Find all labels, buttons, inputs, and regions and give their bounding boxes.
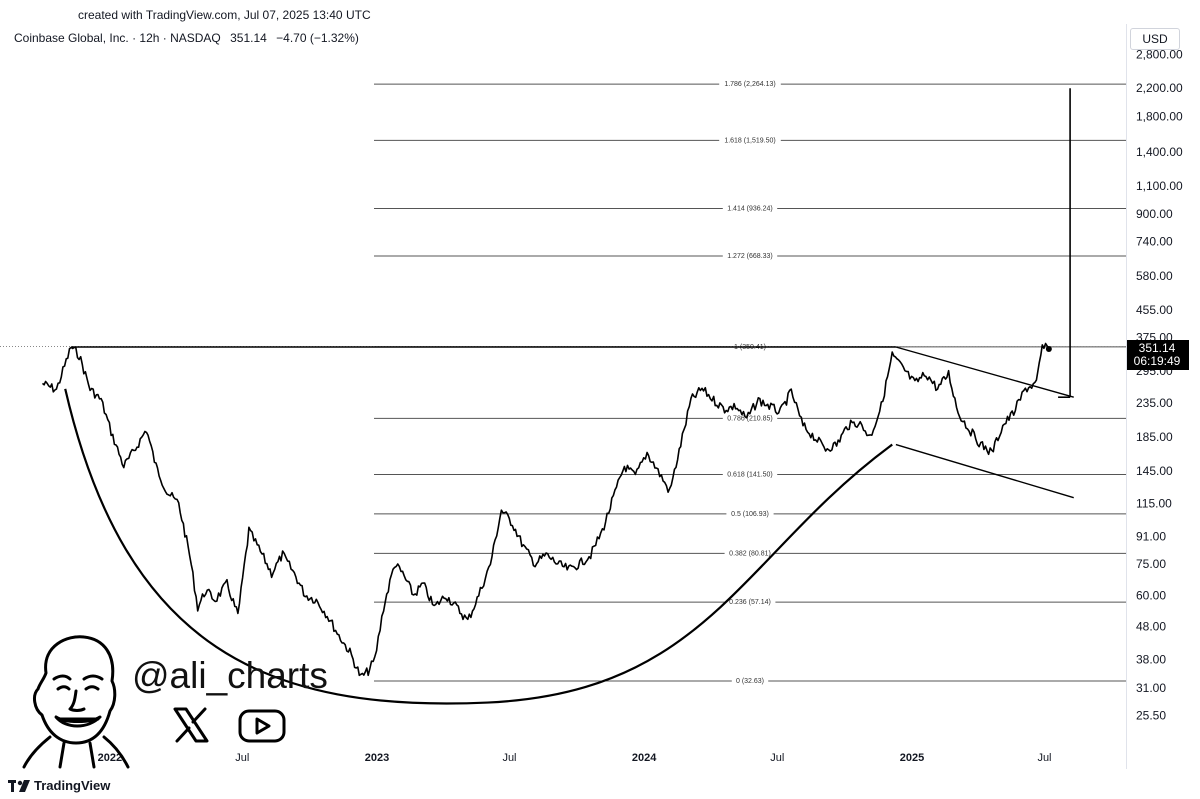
fib-retracement-levels: 1.786 (2,264.13) 1.618 (1,519.50) 1.414 (9… [0, 80, 1126, 685]
fib-level-label: 1.786 (2,264.13) [724, 81, 775, 88]
price-chart[interactable]: 1.786 (2,264.13) 1.618 (1,519.50) 1.414 (9… [0, 24, 1200, 769]
upper-trendline [895, 346, 1074, 398]
price-axis-tick: 91.00 [1136, 530, 1166, 544]
price-axis-tick: 48.00 [1136, 620, 1166, 634]
fib-level-label: 0 (32.63) [736, 678, 764, 685]
fib-level-label: 0.382 (80.81) [729, 550, 771, 557]
fib-level-label: 0.236 (57.14) [729, 599, 771, 606]
last-price-badge-countdown: 06:19:49 [1134, 354, 1181, 368]
price-axis-tick: 1,800.00 [1136, 109, 1183, 123]
time-axis-tick: 2023 [365, 752, 389, 764]
price-axis-tick: 60.00 [1136, 588, 1166, 602]
fib-level-label: 1.414 (936.24) [727, 205, 773, 212]
time-axis-tick: 2022 [98, 752, 122, 764]
lower-trendline [895, 443, 1074, 499]
time-axis-tick: Jul [770, 752, 784, 764]
price-axis-tick: 1,100.00 [1136, 179, 1183, 193]
price-axis-tick: 25.50 [1136, 709, 1166, 723]
symbol-name: Coinbase Global, Inc. · 12h · NASDAQ [14, 31, 221, 45]
last-price-badge-bg [1123, 340, 1189, 370]
fib-level-label: 1.618 (1,519.50) [724, 137, 775, 144]
price-axis-tick: 2,200.00 [1136, 81, 1183, 95]
price-axis-tick: 115.00 [1136, 497, 1172, 511]
price-line [41, 342, 1050, 677]
drawn-annotations [64, 88, 1074, 705]
price-axis-tick: 235.00 [1136, 396, 1173, 410]
author-handle: @ali_charts [132, 655, 328, 696]
time-axis-tick: 2024 [632, 752, 657, 764]
time-axis-tick: Jul [502, 752, 516, 764]
chart-frame: 1.786 (2,264.13) 1.618 (1,519.50) 1.414 (9… [0, 24, 1200, 769]
price-axis-tick: 1,400.00 [1136, 145, 1183, 159]
price-axis-tick: 455.00 [1136, 303, 1173, 317]
currency-button[interactable]: USD [1130, 28, 1180, 50]
price-axis-tick: 580.00 [1136, 269, 1173, 283]
time-axis: 2022 Jul 2023 Jul 2024 Jul 2025 Jul [98, 752, 1052, 764]
price-axis-tick: 900.00 [1136, 207, 1173, 221]
price-series [41, 342, 1052, 677]
tradingview-footer[interactable]: TradingView [8, 778, 110, 793]
time-axis-tick: Jul [1037, 752, 1051, 764]
price-axis-tick: 75.00 [1136, 557, 1166, 571]
price-axis-tick: 2,800.00 [1136, 47, 1183, 61]
last-price-badge-price: 351.14 [1139, 341, 1176, 355]
symbol-legend: Coinbase Global, Inc. · 12h · NASDAQ 351… [14, 31, 365, 45]
fib-level-label: 0.618 (141.50) [727, 471, 773, 478]
footer-logo-text: TradingView [34, 778, 111, 793]
time-axis-tick: Jul [235, 752, 249, 764]
price-axis-tick: 38.00 [1136, 653, 1166, 667]
youtube-play-icon[interactable] [238, 708, 286, 744]
price-axis-labels: 2,800.00 2,200.00 1,800.00 1,400.00 1,100.00… [1123, 47, 1189, 723]
tradingview-logo-icon [8, 779, 30, 792]
last-price-dot [1045, 346, 1052, 353]
symbol-change: −4.70 (−1.32%) [276, 31, 359, 45]
price-axis-tick: 31.00 [1136, 681, 1166, 695]
price-axis-tick: 740.00 [1136, 235, 1173, 249]
fib-level-label: 1.272 (668.33) [727, 253, 773, 260]
price-axis[interactable]: 2,800.00 2,200.00 1,800.00 1,400.00 1,100.00… [1123, 24, 1200, 769]
fib-level-label: 0.5 (106.93) [731, 511, 769, 518]
time-axis-tick: 2025 [900, 752, 924, 764]
last-price-badge: 351.14 06:19:49 [1123, 340, 1189, 370]
symbol-last-price: 351.14 [230, 31, 267, 45]
price-axis-tick: 185.00 [1136, 430, 1173, 444]
price-axis-tick: 145.00 [1136, 464, 1173, 478]
avatar-caricature-icon [22, 635, 130, 769]
x-logo-icon[interactable] [172, 706, 210, 744]
cup-arc [64, 388, 893, 705]
fib-level-label: 0.786 (210.85) [727, 415, 773, 422]
chart-caption: created with TradingView.com, Jul 07, 20… [78, 8, 371, 22]
